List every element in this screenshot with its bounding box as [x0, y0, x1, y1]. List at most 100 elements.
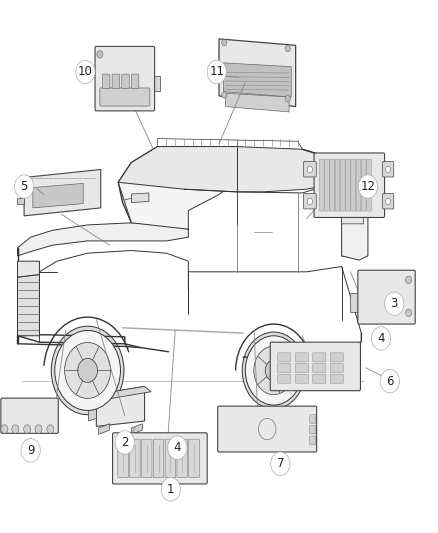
Text: 7: 7	[276, 457, 284, 470]
FancyBboxPatch shape	[335, 159, 340, 211]
FancyBboxPatch shape	[356, 159, 361, 211]
Circle shape	[385, 292, 404, 316]
Circle shape	[24, 425, 31, 433]
Text: 5: 5	[21, 180, 28, 193]
FancyBboxPatch shape	[346, 159, 350, 211]
FancyBboxPatch shape	[304, 193, 316, 209]
FancyBboxPatch shape	[165, 439, 176, 478]
Polygon shape	[342, 171, 364, 224]
Circle shape	[51, 326, 124, 415]
FancyBboxPatch shape	[304, 161, 316, 177]
FancyBboxPatch shape	[351, 159, 356, 211]
FancyBboxPatch shape	[278, 353, 291, 362]
Polygon shape	[24, 169, 101, 216]
Text: 1: 1	[167, 483, 175, 496]
Circle shape	[161, 478, 180, 501]
Circle shape	[35, 425, 42, 433]
FancyBboxPatch shape	[189, 439, 199, 478]
Circle shape	[76, 60, 95, 84]
FancyBboxPatch shape	[1, 398, 58, 433]
FancyBboxPatch shape	[313, 364, 326, 373]
Polygon shape	[17, 198, 24, 204]
FancyBboxPatch shape	[141, 439, 152, 478]
Polygon shape	[118, 147, 342, 192]
FancyBboxPatch shape	[330, 374, 343, 383]
Circle shape	[307, 166, 312, 173]
Polygon shape	[118, 147, 237, 229]
FancyBboxPatch shape	[313, 374, 326, 383]
FancyBboxPatch shape	[278, 364, 291, 373]
Polygon shape	[223, 63, 291, 97]
Polygon shape	[131, 424, 142, 434]
Circle shape	[222, 92, 227, 98]
Text: 4: 4	[173, 441, 181, 454]
Circle shape	[245, 336, 302, 405]
FancyBboxPatch shape	[102, 74, 110, 88]
FancyBboxPatch shape	[295, 353, 308, 362]
Circle shape	[377, 337, 385, 348]
Polygon shape	[226, 93, 289, 112]
FancyBboxPatch shape	[330, 353, 343, 362]
Polygon shape	[18, 223, 188, 256]
Circle shape	[1, 425, 8, 433]
FancyBboxPatch shape	[131, 74, 139, 88]
Circle shape	[47, 425, 54, 433]
FancyBboxPatch shape	[113, 433, 207, 484]
FancyBboxPatch shape	[112, 74, 120, 88]
FancyBboxPatch shape	[295, 364, 308, 373]
FancyBboxPatch shape	[270, 342, 360, 391]
Circle shape	[254, 346, 293, 394]
Circle shape	[406, 309, 412, 317]
FancyBboxPatch shape	[218, 406, 317, 452]
Circle shape	[65, 342, 110, 399]
FancyBboxPatch shape	[340, 159, 345, 211]
FancyBboxPatch shape	[330, 364, 343, 373]
Text: 4: 4	[377, 332, 385, 345]
Circle shape	[271, 452, 290, 475]
Circle shape	[174, 443, 183, 454]
Circle shape	[406, 276, 412, 284]
Circle shape	[207, 60, 226, 84]
Circle shape	[380, 369, 399, 393]
FancyBboxPatch shape	[118, 439, 128, 478]
FancyBboxPatch shape	[330, 159, 335, 211]
Polygon shape	[99, 424, 110, 434]
Text: 2: 2	[121, 436, 129, 449]
Circle shape	[97, 51, 103, 58]
Circle shape	[371, 327, 391, 350]
Circle shape	[385, 166, 391, 173]
Text: 6: 6	[386, 375, 394, 387]
FancyBboxPatch shape	[313, 353, 326, 362]
FancyBboxPatch shape	[177, 439, 187, 478]
Circle shape	[358, 175, 378, 198]
Polygon shape	[88, 406, 96, 421]
FancyBboxPatch shape	[100, 88, 150, 106]
FancyBboxPatch shape	[319, 159, 324, 211]
FancyBboxPatch shape	[367, 159, 371, 211]
Text: 9: 9	[27, 444, 35, 457]
FancyBboxPatch shape	[382, 193, 394, 209]
Circle shape	[307, 198, 312, 205]
Circle shape	[21, 439, 40, 462]
Polygon shape	[96, 386, 151, 400]
FancyBboxPatch shape	[358, 270, 415, 324]
Polygon shape	[18, 261, 39, 277]
Polygon shape	[342, 164, 368, 260]
FancyBboxPatch shape	[122, 74, 129, 88]
Circle shape	[14, 175, 34, 198]
FancyBboxPatch shape	[325, 159, 329, 211]
FancyBboxPatch shape	[278, 374, 291, 383]
FancyBboxPatch shape	[310, 425, 316, 434]
FancyBboxPatch shape	[153, 439, 164, 478]
Polygon shape	[131, 193, 149, 203]
Circle shape	[265, 360, 282, 381]
Circle shape	[168, 436, 187, 459]
Polygon shape	[219, 39, 296, 107]
FancyBboxPatch shape	[130, 439, 140, 478]
FancyBboxPatch shape	[382, 161, 394, 177]
Text: 12: 12	[360, 180, 375, 193]
FancyBboxPatch shape	[95, 46, 155, 111]
FancyBboxPatch shape	[361, 159, 366, 211]
Circle shape	[222, 39, 227, 46]
Circle shape	[115, 431, 134, 454]
